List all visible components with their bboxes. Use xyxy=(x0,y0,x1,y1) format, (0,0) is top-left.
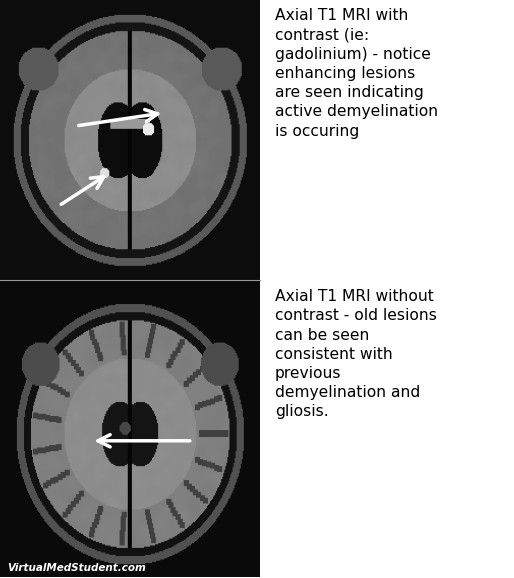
Text: Axial T1 MRI with
contrast (ie:
gadolinium) - notice
enhancing lesions
are seen : Axial T1 MRI with contrast (ie: gadolini… xyxy=(275,9,438,139)
Text: VirtualMedStudent.com: VirtualMedStudent.com xyxy=(7,564,146,573)
Text: Axial T1 MRI without
contrast - old lesions
can be seen
consistent with
previous: Axial T1 MRI without contrast - old lesi… xyxy=(275,289,437,420)
